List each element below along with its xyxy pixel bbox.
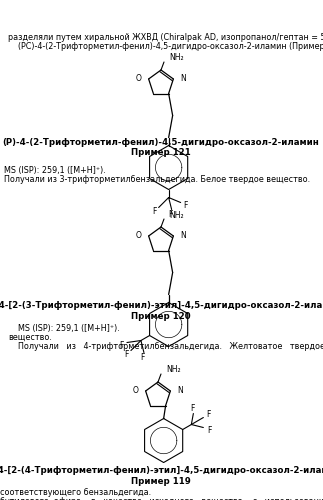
Text: (С)-4-[2-(3-Трифторметил-фенил)-этил]-4,5-дигидро-оксазол-2-иламин: (С)-4-[2-(3-Трифторметил-фенил)-этил]-4,… xyxy=(0,301,323,310)
Text: NH₂: NH₂ xyxy=(169,210,183,220)
Text: O: O xyxy=(136,232,142,240)
Text: F: F xyxy=(125,350,129,359)
Text: Получали из 3-трифторметилбензальдегида. Белое твердое вещество.: Получали из 3-трифторметилбензальдегида.… xyxy=(4,175,310,184)
Text: бутилового  афира,   в   качестве   исходного   вещества,   с   использованием: бутилового афира, в качестве исходного в… xyxy=(0,497,323,500)
Text: вещество.: вещество. xyxy=(8,333,52,342)
Text: N: N xyxy=(180,232,186,240)
Text: (РС)-4-(2-Трифторметил-фенил)-4,5-дигидро-оксазол-2-иламин (Пример 40): (РС)-4-(2-Трифторметил-фенил)-4,5-дигидр… xyxy=(8,42,323,51)
Text: O: O xyxy=(136,74,142,84)
Text: Пример 119: Пример 119 xyxy=(131,477,191,486)
Text: F: F xyxy=(169,210,173,219)
Text: O: O xyxy=(133,386,139,396)
Text: N: N xyxy=(180,74,186,84)
Text: MS (ISP): 259,1 ([M+H]⁺).: MS (ISP): 259,1 ([M+H]⁺). xyxy=(18,324,120,333)
Text: MS (ISP): 259,1 ([M+H]⁺).: MS (ISP): 259,1 ([M+H]⁺). xyxy=(4,166,106,175)
Text: F: F xyxy=(183,201,188,210)
Text: Получали   из   4-трифторметилбензальдегида.   Желтоватое   твердое: Получали из 4-трифторметилбензальдегида.… xyxy=(8,342,323,351)
Text: разделяли путем хиральной ЖХВД (Chiralpak AD, изопропанол/гептан = 5:95) с: разделяли путем хиральной ЖХВД (Chiralpa… xyxy=(8,33,323,42)
Text: NH₂: NH₂ xyxy=(166,366,181,374)
Text: (С)-4-[2-(4-Трифторметил-фенил)-этил]-4,5-дигидро-оксазол-2-иламин: (С)-4-[2-(4-Трифторметил-фенил)-этил]-4,… xyxy=(0,466,323,475)
Text: F: F xyxy=(152,207,157,216)
Text: F: F xyxy=(120,341,124,350)
Text: (Р)-4-(2-Трифторметил-фенил)-4,5-дигидро-оксазол-2-иламин: (Р)-4-(2-Трифторметил-фенил)-4,5-дигидро… xyxy=(3,138,319,147)
Text: Пример 120: Пример 120 xyxy=(131,312,191,321)
Text: N: N xyxy=(177,386,183,396)
Text: соответствующего бензальдегида.: соответствующего бензальдегида. xyxy=(0,488,151,497)
Text: F: F xyxy=(207,426,212,435)
Text: NH₂: NH₂ xyxy=(169,54,183,62)
Text: F: F xyxy=(206,410,211,419)
Text: F: F xyxy=(190,404,194,413)
Text: Пример 121: Пример 121 xyxy=(131,148,191,157)
Text: F: F xyxy=(141,353,145,362)
